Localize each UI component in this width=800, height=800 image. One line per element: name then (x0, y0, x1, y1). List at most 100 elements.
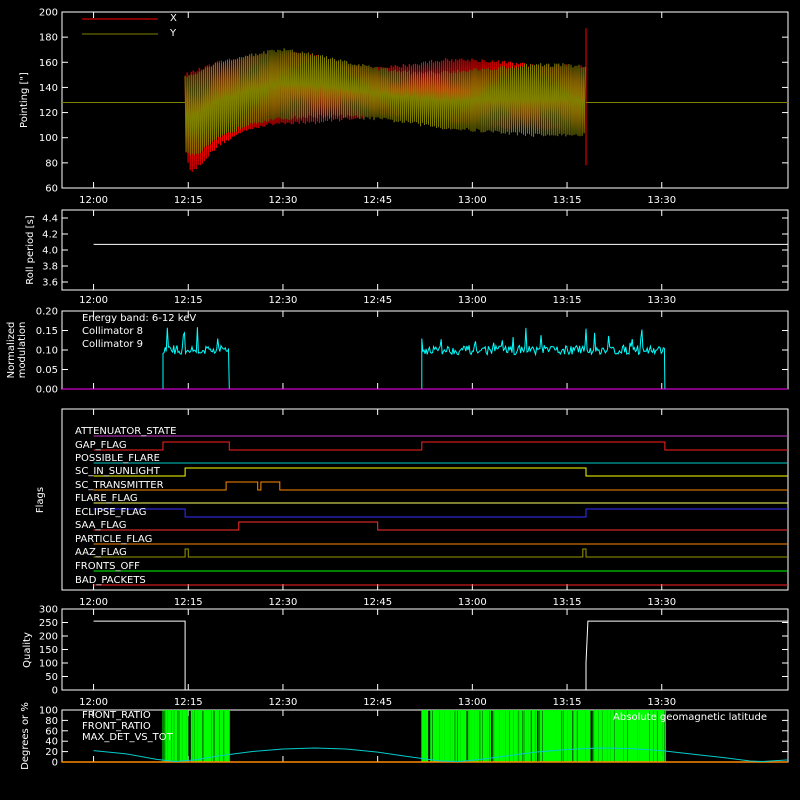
pointing-ytick-label: 160 (39, 58, 58, 69)
roll-ytick-label: 4.0 (42, 246, 58, 257)
flags-ylabel: Flags (35, 487, 46, 513)
modulation-ytick-label: 0.00 (36, 385, 58, 396)
front-ratio-bar (534, 710, 536, 762)
pointing-ytick-label: 120 (39, 108, 58, 119)
roll-axes (61, 209, 789, 291)
front-ratio-bar (651, 710, 654, 762)
front-ratio-bar (527, 710, 529, 762)
front-ratio-bar (646, 710, 650, 762)
front-ratio-bar (617, 710, 620, 762)
front-ratio-bar (448, 710, 451, 762)
x-tick-label: 13:00 (458, 697, 487, 708)
front-ratio-bar (218, 710, 220, 762)
front-ratio-bar (196, 710, 198, 762)
front-ratio-bar (612, 710, 615, 762)
quality-ytick-label: 300 (39, 605, 58, 616)
front-ratio-bar (657, 710, 660, 762)
front-ratio-bar (581, 710, 585, 762)
front-ratio-bar (464, 710, 467, 762)
modulation-ylabel-2: modulation (17, 322, 28, 379)
flag-aaz-flag-line (93, 548, 788, 558)
flag-saa-flag-label: SAA_FLAG (75, 520, 126, 531)
front-ratio-bar (467, 710, 469, 762)
front-ratio-bar (506, 710, 509, 762)
front-ratio-bar (642, 710, 646, 762)
front-ratio-bar (481, 710, 483, 762)
modulation-ytick-label: 0.05 (36, 365, 58, 376)
front-ratio-bar (566, 710, 568, 762)
front-ratio-bar (662, 710, 665, 762)
x-tick-label: 12:45 (363, 295, 392, 306)
front-ratio-bar (514, 710, 518, 762)
front-ratio-bar (587, 710, 590, 762)
front-ratio-bar (626, 710, 628, 762)
front-ratio-bar (182, 710, 185, 762)
front-ratio-bar (203, 710, 206, 762)
front-ratio-bar (225, 710, 229, 762)
front-ratio-bar (623, 710, 626, 762)
quality-ytick-label: 100 (39, 659, 58, 670)
front-ratio-bar (509, 710, 512, 762)
front-ratio-bar (167, 710, 170, 762)
front-ratio-bar (455, 710, 458, 762)
front-ratio-bar (573, 710, 576, 762)
front-ratio-bar (178, 710, 180, 762)
x-tick-label: 13:30 (647, 195, 676, 206)
front-ratio-bar (457, 710, 461, 762)
flag-flare-flag-label: FLARE_FLAG (75, 493, 138, 504)
front-ratio-bar (199, 710, 202, 762)
x-tick-label: 12:15 (174, 295, 203, 306)
legend-geomagnetic-latitude: Absolute geomagnetic latitude (613, 712, 767, 723)
front-ratio-bar (470, 710, 472, 762)
front-ratio-bar (655, 710, 657, 762)
front-ratio-bar (596, 710, 599, 762)
x-tick-label: 13:30 (647, 697, 676, 708)
front-ratio-bar (563, 710, 566, 762)
pointing-series-y (184, 48, 586, 156)
legend-collimator-9: Collimator 9 (82, 339, 143, 350)
front-ratio-bar (185, 710, 187, 762)
pointing-ylabel: Pointing ["] (19, 72, 30, 128)
modulation-collimator-8-segment-1 (162, 327, 230, 390)
front-ratio-bar (535, 710, 537, 762)
x-tick-label: 12:45 (363, 697, 392, 708)
pointing-ytick-label: 80 (45, 158, 58, 169)
front-ratio-bar (478, 710, 480, 762)
front-ratio-bar (421, 710, 425, 762)
x-tick-label: 13:15 (553, 195, 582, 206)
front-ratio-bar (574, 710, 577, 762)
flag-possible-flare-label: POSSIBLE_FLARE (75, 453, 160, 464)
front-ratio-bar (551, 710, 553, 762)
modulation-ytick-label: 0.20 (36, 307, 58, 318)
front-ratio-bar (503, 710, 506, 762)
front-ratio-bar (656, 710, 658, 762)
front-ratio-bar (584, 710, 586, 762)
x-tick-label: 13:30 (647, 295, 676, 306)
x-tick-label: 12:15 (174, 597, 203, 608)
front-ratio-bar (598, 710, 601, 762)
front-ratio-bar (630, 710, 633, 762)
front-ratio-bar (557, 710, 561, 762)
front-ratio-bar (526, 710, 529, 762)
x-tick-label: 12:30 (269, 697, 298, 708)
front-ratio-bar (164, 710, 166, 762)
front-ratio-bar (555, 710, 557, 762)
front-ratio-bar (488, 710, 490, 762)
front-ratio-bar (435, 710, 438, 762)
x-tick-label: 12:15 (174, 195, 203, 206)
front-ratio-bar (560, 710, 562, 762)
front-ratio-bar (542, 710, 546, 762)
front-ratio-bar (432, 710, 436, 762)
front-ratio-bar (438, 710, 440, 762)
flag-aaz-flag-label: AAZ_FLAG (75, 547, 127, 558)
degrees-ytick-label: 80 (45, 716, 58, 727)
front-ratio-bar (523, 710, 525, 762)
front-ratio-bar (538, 710, 540, 762)
front-ratio-bar (602, 710, 605, 762)
quality-ytick-label: 200 (39, 632, 58, 643)
roll-ytick-label: 3.6 (42, 278, 58, 289)
degrees-ytick-label: 60 (45, 726, 58, 737)
front-ratio-bar (499, 710, 503, 762)
front-ratio-bar (619, 710, 622, 762)
front-ratio-bar (528, 710, 531, 762)
